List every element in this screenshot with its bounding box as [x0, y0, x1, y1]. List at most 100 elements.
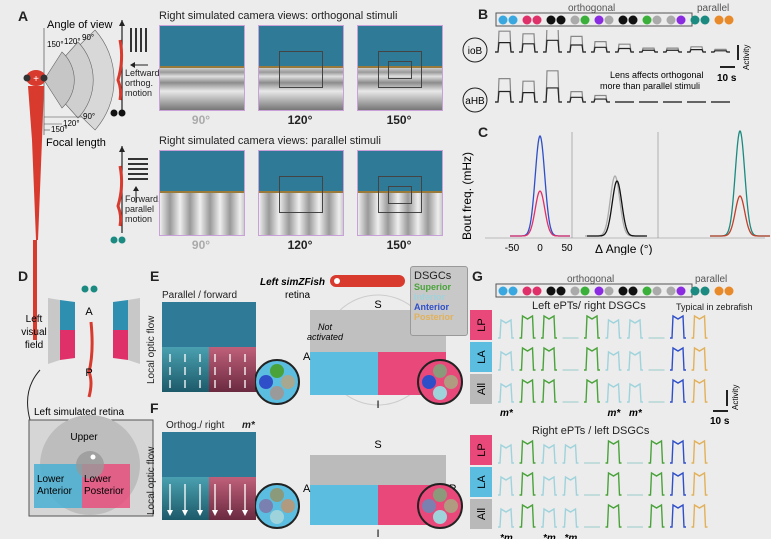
activity-trace	[543, 87, 562, 103]
f-left-dsgc-zoom	[255, 483, 300, 529]
f-title: Orthog./ right	[166, 420, 225, 431]
focal-length-label: Focal length	[46, 137, 106, 149]
d-vf-1: Left	[26, 314, 43, 325]
curve-blue	[510, 134, 570, 237]
camera-view-orth-120	[258, 25, 344, 111]
response-trace	[691, 314, 708, 339]
stimulus-icon	[508, 286, 518, 296]
g-typical-label: Typical in zebrafish	[676, 302, 753, 312]
g-parallel-label: parallel	[695, 274, 728, 285]
f-mark: m*	[242, 420, 255, 431]
response-trace	[691, 378, 708, 403]
stimulus-icon	[522, 15, 532, 25]
curve-brown	[710, 195, 770, 237]
response-trace	[584, 378, 600, 403]
activity-trace	[687, 49, 706, 53]
response-trace	[605, 318, 622, 339]
stimulus-icon	[580, 15, 590, 25]
stimulus-icon	[618, 286, 628, 296]
b-parallel-label: parallel	[697, 3, 730, 14]
g-top-title: Left ePTs/ right DSGCs	[532, 300, 646, 312]
response-trace	[519, 471, 536, 496]
flow-arrowhead	[242, 510, 248, 516]
stimulus-icon	[618, 15, 628, 25]
d-visual-field-diagram: A P Left visual field Left simulated ret…	[21, 285, 154, 517]
response-trace	[627, 382, 643, 403]
f-ylabel: Local optic flow	[146, 446, 157, 515]
g-time-scale-bar	[713, 410, 728, 412]
focal-120: 120°	[63, 119, 80, 128]
activity-scale-bar	[737, 45, 739, 60]
stimulus-icon	[580, 286, 590, 296]
response-trace	[584, 346, 600, 371]
e-inferior-label: I	[376, 399, 379, 411]
stimulus-icon	[652, 286, 662, 296]
response-trace	[541, 475, 557, 496]
response-trace	[498, 507, 514, 528]
e-ylabel: Local optic flow	[146, 315, 157, 384]
panel-label-e: E	[150, 268, 160, 284]
response-trace	[691, 471, 708, 496]
activity-trace	[591, 46, 610, 53]
c-bout-frequency-plot: Bout freq. (mHz) -50 0 50 Δ Angle (°)	[460, 129, 770, 255]
row-label: LA	[476, 350, 488, 364]
angle-of-view-label: Angle of view	[47, 19, 112, 31]
response-trace	[605, 503, 622, 528]
response-trace	[627, 318, 643, 339]
stimulus-icon	[724, 15, 734, 25]
activity-trace	[495, 90, 514, 103]
view-label-par-90: 90°	[191, 238, 211, 252]
motion-mark: m*	[500, 408, 514, 419]
response-trace	[605, 350, 622, 371]
motion-mark: m*	[629, 408, 643, 419]
stimulus-icon	[700, 15, 710, 25]
camera-view-par-150	[357, 150, 443, 236]
camera-view-orth-150	[357, 25, 443, 111]
motion-mark: *m	[500, 533, 513, 539]
stimulus-icon	[690, 286, 700, 296]
d-lower-anterior-1: Lower	[37, 474, 65, 485]
c-xtick--50: -50	[505, 243, 520, 254]
response-trace	[498, 443, 514, 464]
d-vf-2: visual	[21, 327, 47, 338]
d-vf-3: field	[25, 340, 43, 351]
time-scale-bar	[720, 66, 735, 68]
view-label-120: 120°	[287, 113, 313, 127]
activity-trace	[663, 49, 682, 53]
curve-teal	[710, 129, 770, 237]
stimulus-icon	[642, 286, 652, 296]
stimulus-icon-black-pair	[110, 109, 126, 117]
dsgc-legend-title: DSGCs	[414, 270, 452, 282]
c-xtick-0: 0	[537, 243, 543, 254]
fish-angle-diagram: + Angle of view 150° 120° 90° 90° 120° 1…	[23, 19, 115, 340]
focal-150: 150°	[51, 125, 68, 134]
activity-trace	[543, 39, 562, 53]
stimulus-icon	[690, 15, 700, 25]
response-trace	[541, 443, 557, 464]
e-right-dsgc-zoom	[417, 359, 463, 405]
orth-motion-label: Leftward orthog. motion	[125, 68, 160, 98]
e-left-dsgc-zoom	[255, 359, 300, 405]
response-trace	[670, 346, 686, 371]
f-right-dsgc-zoom	[417, 483, 463, 529]
d-lower-anterior-2: Anterior	[37, 486, 73, 497]
row-label: LA	[476, 475, 488, 489]
row-label-bg	[470, 435, 492, 465]
stimulus-icon	[714, 15, 724, 25]
response-trace	[605, 439, 622, 464]
e-simzfish-label: Left simZFish	[260, 277, 325, 288]
panel-label-a: A	[18, 8, 29, 24]
time-scale-label: 10 s	[717, 73, 737, 84]
response-trace	[691, 346, 708, 371]
e-superior-label: S	[374, 299, 381, 311]
curve-red	[510, 190, 570, 237]
region-ahb: aHB	[465, 96, 485, 107]
stimulus-icon	[498, 286, 508, 296]
view-label-90: 90°	[191, 113, 211, 127]
row-label-bg	[470, 499, 492, 529]
e-anterior-label: A	[303, 351, 311, 363]
row-label: LP	[476, 318, 488, 331]
response-trace	[648, 439, 665, 464]
response-trace	[519, 314, 536, 339]
g-orthogonal-label: orthogonal	[567, 274, 615, 285]
